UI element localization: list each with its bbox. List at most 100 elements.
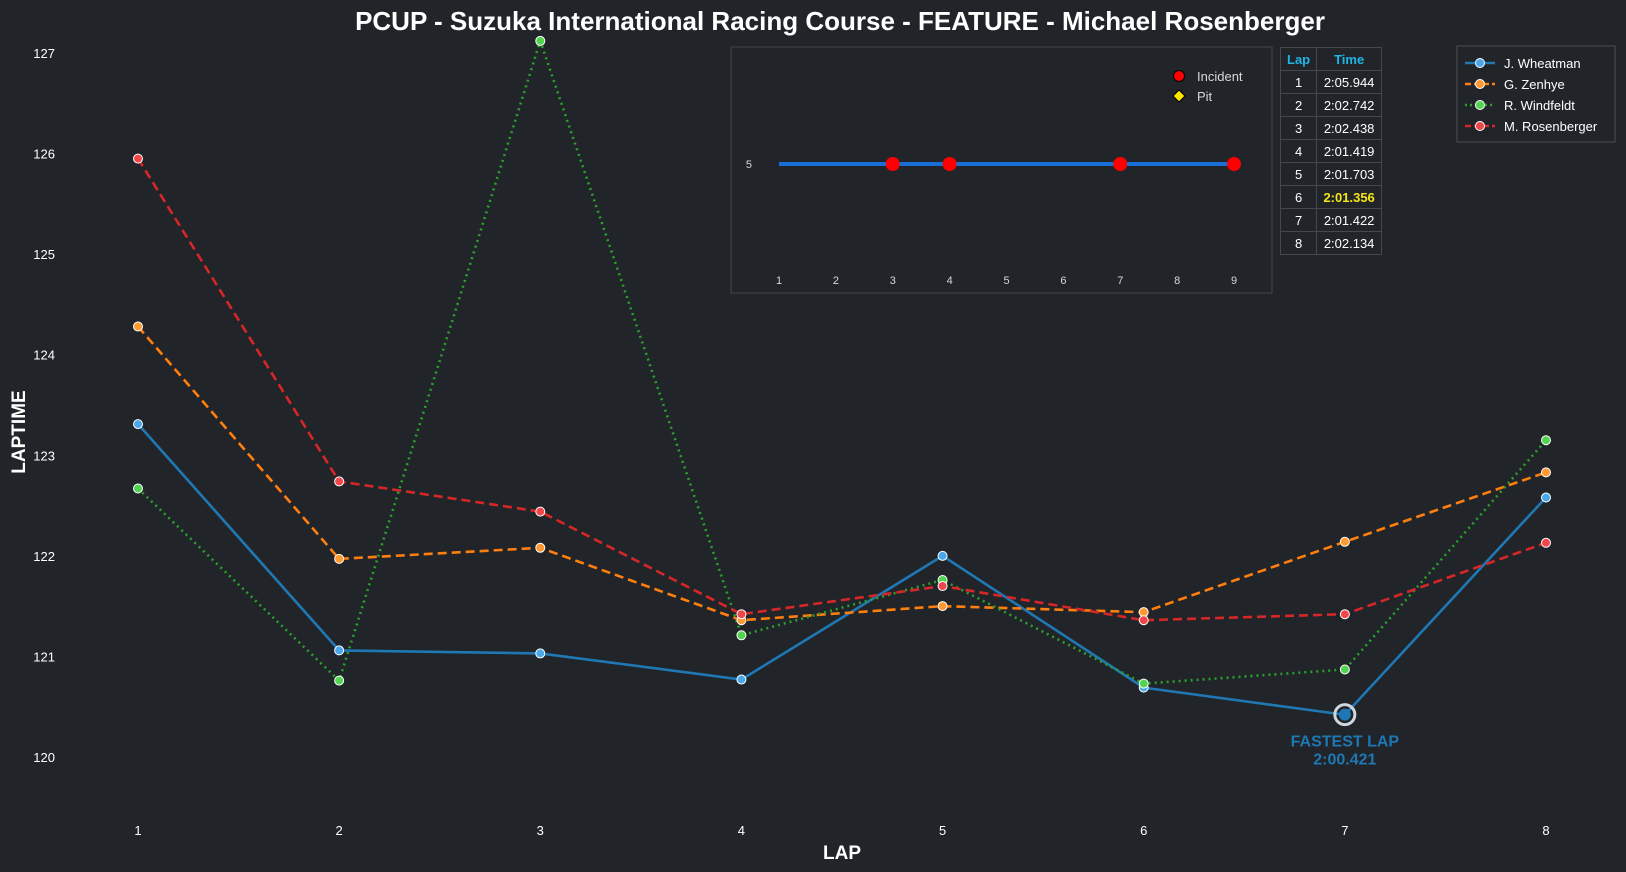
time-cell: 2:01.422 (1316, 208, 1383, 232)
y-tick-label: 120 (33, 750, 55, 765)
data-point (334, 645, 345, 656)
x-tick-label: 7 (1341, 823, 1348, 838)
table-row: 1 2:05.944 (1279, 70, 1383, 94)
fastest-lap-ring (1333, 703, 1357, 727)
data-point (1541, 537, 1551, 548)
data-point (133, 483, 143, 494)
incident-marker (1227, 157, 1241, 171)
data-point (937, 601, 948, 612)
table-row: 4 2:01.419 (1279, 139, 1383, 163)
y-tick-label: 124 (33, 348, 55, 363)
lap-cell: 2 (1279, 93, 1318, 117)
x-tick-label: 2 (336, 823, 343, 838)
legend-label: M. Rosenberger (1504, 119, 1598, 134)
series-line (136, 157, 1547, 622)
legend-marker (1475, 79, 1485, 89)
lap-table-header-row: Lap Time (1279, 47, 1383, 71)
fastest-lap-marker (1338, 708, 1351, 721)
inset-x-tick-label: 2 (833, 275, 839, 287)
events-inset: 1 2 3 4 5 6 7 8 9 5 Incident Pit (730, 46, 1273, 294)
inset-x-tick-label: 5 (1003, 275, 1009, 287)
inset-y-tick-label: 5 (746, 159, 752, 171)
data-point (535, 506, 546, 517)
data-point (1339, 664, 1350, 675)
inset-x-tick-label: 9 (1231, 275, 1237, 287)
data-point (334, 476, 345, 487)
legend-marker (1475, 58, 1485, 68)
x-axis-ticks: 1 2 3 4 5 6 7 8 (134, 823, 1549, 838)
time-cell: 2:05.944 (1316, 70, 1383, 94)
data-point (535, 542, 546, 553)
incident-marker (1113, 157, 1128, 171)
y-tick-label: 121 (33, 649, 55, 664)
series-line (137, 39, 1547, 685)
data-point (937, 581, 948, 592)
x-tick-label: 6 (1140, 823, 1147, 838)
series-line (137, 325, 1547, 622)
chart-title: PCUP - Suzuka International Racing Cours… (355, 6, 1325, 36)
y-tick-label: 125 (33, 247, 55, 262)
lap-times-table: Lap Time 1 2:05.944 2 2:02.742 3 2:02.43… (1279, 47, 1383, 255)
y-tick-label: 122 (33, 549, 55, 564)
legend-label: G. Zenhye (1504, 77, 1565, 92)
data-point (1541, 435, 1551, 446)
inset-legend-pit-label: Pit (1197, 89, 1213, 104)
lap-cell: 3 (1279, 116, 1318, 140)
fastest-lap-time: 2:00.421 (1313, 752, 1376, 769)
table-row: 8 2:02.134 (1279, 231, 1383, 255)
y-axis-label: LAPTIME (9, 390, 30, 473)
y-tick-label: 123 (33, 448, 55, 463)
data-point (1138, 615, 1149, 626)
x-tick-label: 8 (1542, 823, 1549, 838)
lap-cell: 6 (1279, 185, 1318, 209)
data-point (1541, 467, 1551, 478)
inset-x-tick-label: 4 (947, 275, 953, 287)
lap-cell: 8 (1279, 231, 1318, 255)
lap-cell: 7 (1279, 208, 1318, 232)
time-cell: 2:01.703 (1316, 162, 1383, 186)
inset-x-tick-label: 3 (890, 275, 896, 287)
legend-label: J. Wheatman (1504, 56, 1581, 71)
inset-frame (730, 46, 1273, 294)
time-cell: 2:01.419 (1316, 139, 1383, 163)
legend: J. Wheatman G. Zenhye R. Windfeldt M. Rosen… (1456, 45, 1616, 143)
y-tick-label: 127 (33, 46, 55, 61)
incident-marker (885, 157, 900, 171)
time-cell: 2:02.134 (1316, 231, 1383, 255)
data-point (133, 153, 143, 164)
incident-marker (942, 157, 957, 171)
inset-x-tick-label: 8 (1174, 275, 1180, 287)
data-point (1138, 678, 1149, 689)
inset-legend-incident-label: Incident (1197, 69, 1243, 84)
inset-legend-pit-marker (1172, 89, 1186, 103)
data-point (1339, 609, 1350, 620)
time-cell-best: 2:01.356 (1316, 185, 1383, 209)
x-tick-label: 4 (738, 823, 745, 838)
data-point (133, 419, 143, 430)
data-point (736, 674, 747, 685)
y-axis-ticks: 120 121 122 123 124 125 126 127 (33, 46, 55, 765)
y-tick-label: 126 (33, 147, 55, 162)
x-tick-label: 5 (939, 823, 946, 838)
x-tick-label: 3 (537, 823, 544, 838)
lap-cell: 4 (1279, 139, 1318, 163)
inset-x-tick-label: 7 (1117, 275, 1123, 287)
x-axis-label: LAP (823, 843, 861, 864)
data-point (334, 675, 345, 686)
data-point (736, 609, 747, 620)
x-tick-label: 1 (134, 823, 141, 838)
data-point (535, 35, 546, 46)
data-point (1541, 492, 1551, 503)
time-cell: 2:02.742 (1316, 93, 1383, 117)
fastest-lap-label: FASTEST LAP (1291, 734, 1400, 751)
series-line (137, 423, 1547, 717)
data-point (736, 630, 747, 641)
data-point (1339, 536, 1350, 547)
series-layer (133, 35, 1551, 720)
table-row: 5 2:01.703 (1279, 162, 1383, 186)
time-column-header: Time (1316, 47, 1383, 71)
lap-cell: 1 (1279, 70, 1318, 94)
inset-legend-incident-marker (1173, 70, 1185, 82)
